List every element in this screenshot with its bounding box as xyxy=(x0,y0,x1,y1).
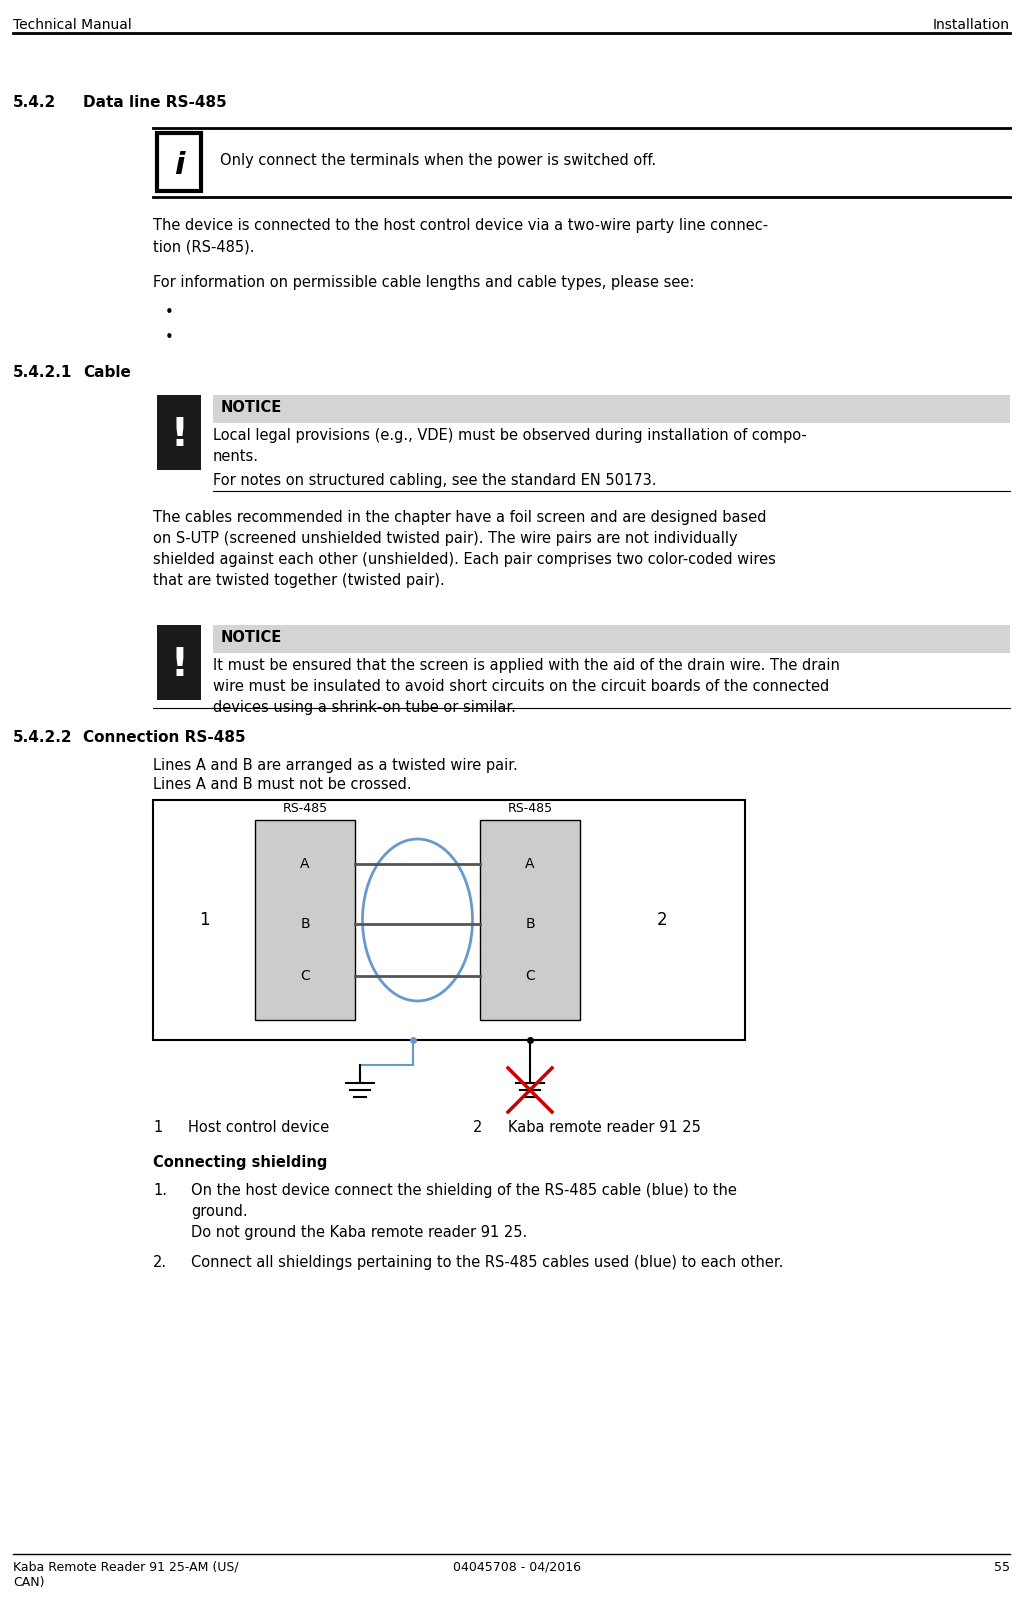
Text: Kaba Remote Reader 91 25-AM (US/
CAN): Kaba Remote Reader 91 25-AM (US/ CAN) xyxy=(13,1561,239,1590)
Text: Kaba remote reader 91 25: Kaba remote reader 91 25 xyxy=(508,1120,701,1134)
Text: On the host device connect the shielding of the RS-485 cable (blue) to the
groun: On the host device connect the shielding… xyxy=(191,1183,737,1241)
FancyBboxPatch shape xyxy=(157,394,201,470)
Text: NOTICE: NOTICE xyxy=(221,401,282,415)
Text: A: A xyxy=(525,858,535,870)
Text: NOTICE: NOTICE xyxy=(221,631,282,645)
Text: Host control device: Host control device xyxy=(188,1120,329,1134)
Text: Installation: Installation xyxy=(933,18,1010,32)
Text: 04045708 - 04/2016: 04045708 - 04/2016 xyxy=(453,1561,581,1574)
Text: 2: 2 xyxy=(658,911,668,928)
Text: 55: 55 xyxy=(994,1561,1010,1574)
Text: It must be ensured that the screen is applied with the aid of the drain wire. Th: It must be ensured that the screen is ap… xyxy=(213,658,840,714)
FancyBboxPatch shape xyxy=(153,800,746,1039)
Text: A: A xyxy=(300,858,310,870)
Text: Connect all shieldings pertaining to the RS-485 cables used (blue) to each other: Connect all shieldings pertaining to the… xyxy=(191,1255,784,1270)
Text: 1: 1 xyxy=(199,911,209,928)
Text: C: C xyxy=(525,969,535,983)
Text: Cable: Cable xyxy=(83,365,131,380)
Text: 2: 2 xyxy=(473,1120,483,1134)
Text: B: B xyxy=(525,917,535,932)
Text: 2.: 2. xyxy=(153,1255,168,1270)
Text: Connection RS-485: Connection RS-485 xyxy=(83,730,246,745)
FancyBboxPatch shape xyxy=(157,134,201,191)
FancyBboxPatch shape xyxy=(213,394,1010,423)
FancyBboxPatch shape xyxy=(480,821,580,1020)
Text: 1.: 1. xyxy=(153,1183,168,1199)
Text: RS-485: RS-485 xyxy=(282,801,328,816)
Text: 1: 1 xyxy=(153,1120,162,1134)
Text: Only connect the terminals when the power is switched off.: Only connect the terminals when the powe… xyxy=(220,153,657,167)
Text: !: ! xyxy=(170,415,188,454)
Text: •: • xyxy=(165,330,174,344)
Text: Local legal provisions (e.g., VDE) must be observed during installation of compo: Local legal provisions (e.g., VDE) must … xyxy=(213,428,807,463)
Text: For information on permissible cable lengths and cable types, please see:: For information on permissible cable len… xyxy=(153,275,695,290)
Text: Connecting shielding: Connecting shielding xyxy=(153,1155,328,1170)
Text: !: ! xyxy=(170,645,188,684)
Text: The cables recommended in the chapter have a foil screen and are designed based
: The cables recommended in the chapter ha… xyxy=(153,510,776,587)
Text: 5.4.2.2: 5.4.2.2 xyxy=(13,730,72,745)
FancyBboxPatch shape xyxy=(213,624,1010,653)
Text: 5.4.2.1: 5.4.2.1 xyxy=(13,365,72,380)
Text: The device is connected to the host control device via a two-wire party line con: The device is connected to the host cont… xyxy=(153,217,768,254)
FancyBboxPatch shape xyxy=(255,821,355,1020)
FancyBboxPatch shape xyxy=(157,624,201,700)
Text: RS-485: RS-485 xyxy=(508,801,552,816)
Text: Lines A and B are arranged as a twisted wire pair.: Lines A and B are arranged as a twisted … xyxy=(153,758,518,772)
Ellipse shape xyxy=(363,838,473,1001)
Text: Data line RS-485: Data line RS-485 xyxy=(83,95,226,109)
Text: Lines A and B must not be crossed.: Lines A and B must not be crossed. xyxy=(153,777,412,792)
Text: i: i xyxy=(174,151,184,180)
Text: For notes on structured cabling, see the standard EN 50173.: For notes on structured cabling, see the… xyxy=(213,473,657,488)
Text: C: C xyxy=(300,969,310,983)
Text: 5.4.2: 5.4.2 xyxy=(13,95,56,109)
Text: B: B xyxy=(300,917,310,932)
Text: •: • xyxy=(165,306,174,320)
Text: Technical Manual: Technical Manual xyxy=(13,18,131,32)
